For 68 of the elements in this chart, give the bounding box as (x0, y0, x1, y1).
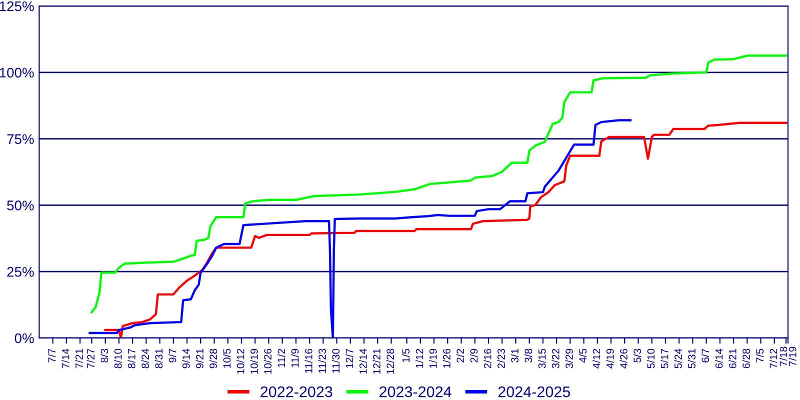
x-tick-label: 8/24 (141, 348, 149, 368)
x-tick-label: 5/24 (674, 348, 682, 368)
x-tick-label: 3/29 (565, 348, 573, 368)
x-tick-label: 12/21 (372, 348, 380, 374)
x-tick-label: 8/31 (154, 348, 163, 368)
x-tick-label: 1/5 (402, 348, 410, 362)
x-tick-label: 11/23 (318, 348, 326, 373)
line-series (88, 119, 632, 338)
x-tick-label: 10/12 (236, 348, 244, 374)
x-tick-label: 3/15 (538, 348, 546, 368)
x-tick-label: 7/21 (75, 348, 83, 368)
x-tick-label: 11/2 (277, 348, 286, 368)
x-tick-label: 6/21 (728, 348, 736, 368)
x-tick-label: 9/14 (182, 348, 190, 368)
x-tick-label: 6/28 (742, 348, 750, 368)
x-tick-label: 8/17 (128, 348, 136, 368)
legend-label: 2022-2023 (260, 386, 332, 398)
x-tick-label: 3/1 (510, 348, 519, 362)
x-tick-label: 7/14 (62, 348, 70, 368)
x-tick-label: 9/7 (168, 348, 176, 362)
x-tick-label: 12/7 (346, 348, 354, 368)
x-tick-label: 11/16 (304, 348, 312, 373)
line-series (90, 54, 788, 314)
x-tick-label: 1/19 (429, 348, 437, 368)
x-tick-label: 10/19 (250, 348, 258, 374)
y-tick-label: 50% (7, 200, 34, 210)
x-tick-label: 10/5 (223, 348, 231, 368)
x-tick-label: 5/10 (647, 348, 655, 368)
x-tick-label: 8/3 (100, 348, 108, 362)
x-tick-label: 7/19 (788, 346, 796, 366)
y-tick-label: 0% (14, 333, 34, 344)
x-tick-label: 1/26 (442, 348, 450, 368)
x-tick-label: 5/3 (633, 348, 642, 362)
x-tick-label: 12/14 (359, 348, 367, 374)
legend-label: 2023-2024 (380, 386, 452, 398)
x-tick-label: 7/5 (756, 348, 764, 362)
x-tick-label: 7/7 (48, 348, 56, 362)
x-tick-label: 4/26 (620, 348, 628, 368)
y-tick-label: 125% (0, 1, 34, 12)
x-tick-label: 6/14 (715, 348, 723, 368)
x-tick-label: 5/31 (688, 348, 696, 368)
x-tick-label: 9/28 (209, 348, 218, 368)
x-tick-label: 7/18 (780, 346, 788, 366)
x-tick-label: 1/12 (416, 348, 424, 368)
y-tick-label: 25% (7, 266, 34, 277)
x-tick-label: 8/10 (114, 348, 122, 368)
x-tick-label: 4/12 (592, 348, 600, 368)
x-tick-label: 3/8 (524, 348, 532, 362)
x-tick-label: 4/19 (606, 348, 614, 368)
x-tick-label: 11/9 (291, 348, 299, 368)
x-tick-label: 7/12 (770, 348, 778, 368)
legend-label: 2024-2025 (498, 386, 570, 398)
x-tick-label: 2/2 (456, 348, 464, 362)
x-tick-label: 5/17 (660, 348, 668, 368)
x-tick-label: 7/27 (86, 348, 95, 368)
x-tick-label: 6/7 (701, 348, 710, 362)
x-tick-label: 4/5 (578, 348, 587, 363)
x-tick-label: 12/28 (386, 348, 394, 374)
y-tick-label: 75% (7, 134, 34, 144)
y-tick-label: 100% (0, 68, 34, 78)
x-tick-label: 3/22 (552, 348, 560, 368)
x-tick-label: 2/23 (497, 348, 505, 368)
x-tick-label: 9/21 (196, 348, 204, 368)
x-tick-label: 2/16 (484, 348, 492, 368)
x-tick-label: 2/9 (470, 348, 478, 362)
line-series (104, 122, 788, 338)
x-tick-label: 10/26 (264, 348, 272, 374)
x-tick-label: 11/30 (332, 348, 340, 373)
